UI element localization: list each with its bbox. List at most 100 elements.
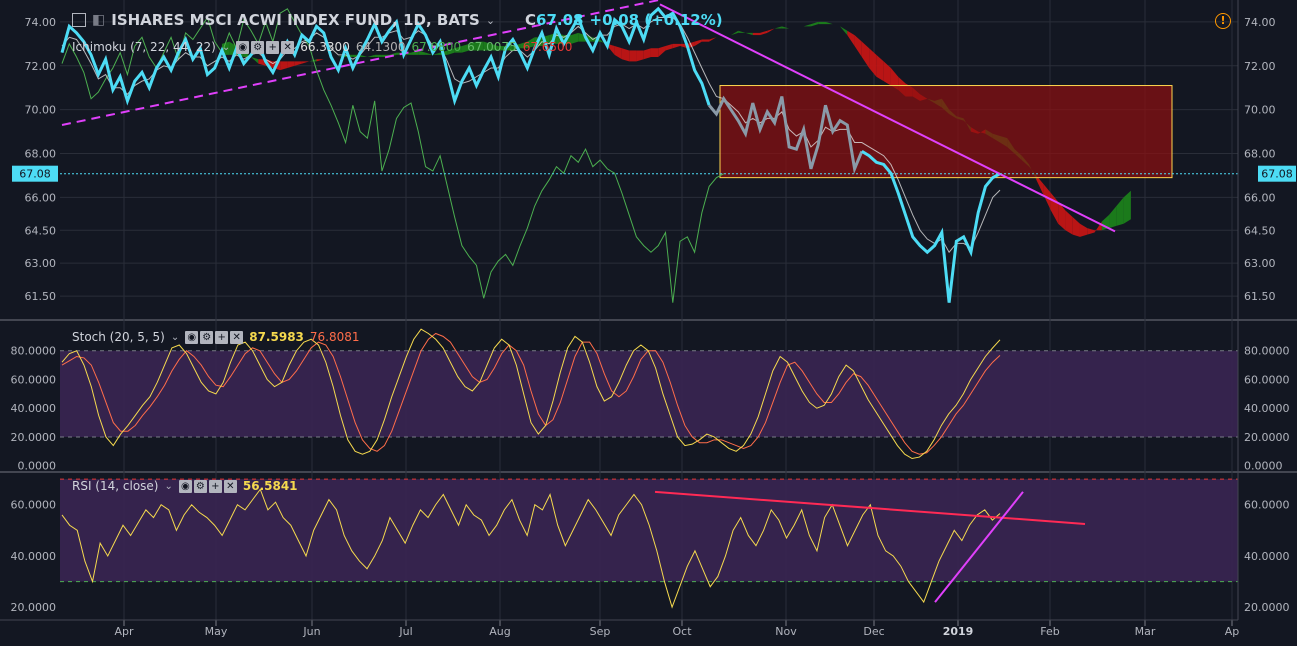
eye-icon[interactable]: ◉: [236, 40, 250, 54]
cloud-segment-bullish: [476, 41, 484, 51]
price-line: [60, 6, 711, 106]
cloud-segment-bearish: [1058, 201, 1066, 231]
close-icon[interactable]: ✕: [281, 40, 295, 54]
stoch-d-value: 76.8081: [309, 330, 360, 344]
rsi-label[interactable]: RSI (14, close): [72, 479, 159, 493]
cloud-segment-bullish: [570, 32, 579, 44]
plus-icon[interactable]: +: [266, 40, 280, 54]
ichimoku-value-4: 67.0075: [467, 40, 517, 54]
cloud-segment-bearish: [316, 59, 324, 62]
chevron-down-icon[interactable]: ⌄: [170, 331, 180, 343]
rsi-line: [61, 488, 1001, 609]
close-icon[interactable]: ✕: [230, 330, 244, 344]
chevron-down-icon[interactable]: ⌄: [485, 13, 496, 27]
symbol-flag-icon: ◧: [92, 12, 106, 28]
cloud-segment-bearish: [883, 61, 891, 86]
cloud-segment-bearish: [636, 50, 644, 62]
cloud-segment-bullish: [447, 48, 455, 55]
cloud-segment-bearish: [1036, 175, 1044, 196]
cloud-segment-bearish: [1094, 221, 1102, 233]
plus-icon[interactable]: +: [208, 479, 222, 493]
rsi-y-label-left: 40.0000: [11, 550, 57, 563]
y-tick-label-left: 61.50: [25, 290, 57, 303]
cloud-segment-bearish: [847, 30, 855, 47]
cloud-segment-bearish: [280, 61, 288, 71]
eye-icon[interactable]: ◉: [178, 479, 192, 493]
last-price-label-right: 67.08: [1261, 168, 1293, 181]
cloud-segment-bearish: [665, 43, 673, 51]
cloud-segment-bearish: [301, 61, 310, 64]
cloud-segment-bullish: [745, 32, 753, 36]
cloud-segment-bearish: [621, 48, 630, 62]
warning-icon[interactable]: !: [1215, 13, 1231, 29]
y-tick-label-left: 64.50: [25, 224, 57, 237]
stoch-k-line: [61, 328, 1001, 460]
last-price-tag-right: [1258, 165, 1296, 182]
gear-icon[interactable]: ⚙: [251, 40, 265, 54]
x-tick-label: Apr: [114, 625, 134, 638]
eye-icon[interactable]: ◉: [185, 330, 199, 344]
rsi-band: [60, 479, 1238, 582]
cloud-segment-bearish: [1079, 223, 1088, 237]
cloud-segment-bearish: [650, 48, 659, 58]
stoch-y-label-right: 0.0000: [1244, 460, 1283, 473]
rsi-y-label-right: 20.0000: [1244, 601, 1290, 614]
x-tick-label: Sep: [590, 625, 611, 638]
rsi-y-label-left: 20.0000: [11, 601, 57, 614]
plus-icon[interactable]: +: [215, 330, 229, 344]
cloud-segment-bearish: [1072, 217, 1080, 237]
cloud-segment-bullish: [483, 41, 492, 51]
x-tick-label: Aug: [489, 625, 510, 638]
cloud-segment-bullish: [1123, 190, 1131, 224]
cloud-segment-bearish: [607, 43, 615, 55]
cloud-segment-bullish: [418, 50, 426, 55]
cloud-segment-bearish: [1065, 210, 1073, 235]
cloud-segment-bullish: [730, 30, 739, 36]
chart-header: ◧ ISHARES MSCI ACWI INDEX FUND, 1D, BATS…: [72, 11, 723, 29]
y-tick-label-left: 72.00: [25, 60, 57, 73]
y-tick-label-left: 68.00: [25, 148, 57, 161]
cloud-segment-bullish: [781, 26, 790, 29]
cloud-segment-bearish: [760, 30, 768, 36]
rsi-y-label-left: 60.0000: [11, 499, 57, 512]
y-tick-label-left: 74.00: [25, 16, 57, 29]
stoch-y-label-right: 40.0000: [1244, 402, 1290, 415]
cloud-segment-bearish: [294, 61, 302, 66]
cloud-segment-bearish: [614, 46, 622, 60]
y-tick-label-right: 70.00: [1244, 104, 1276, 117]
ichimoku-label[interactable]: Ichimoku (7, 22, 44, 22): [72, 40, 216, 54]
chevron-down-icon[interactable]: ⌄: [221, 41, 231, 53]
cloud-segment-bearish: [643, 48, 651, 60]
collapse-toggle-icon[interactable]: [72, 13, 86, 27]
cloud-segment-bearish: [658, 46, 666, 58]
cloud-segment-bearish: [287, 61, 295, 68]
gear-icon[interactable]: ⚙: [200, 330, 214, 344]
stoch-label[interactable]: Stoch (20, 5, 5): [72, 330, 165, 344]
cloud-segment-bullish: [803, 24, 811, 27]
cloud-segment-bearish: [694, 39, 702, 47]
range-box: [719, 85, 1173, 179]
cloud-segment-bullish: [469, 41, 477, 51]
cloud-segment-bearish: [752, 32, 761, 36]
stoch-y-label-left: 0.0000: [18, 460, 57, 473]
cloud-segment-bullish: [360, 54, 368, 58]
ichimoku-value-2: 64.1300: [355, 40, 406, 54]
indicator-buttons: ◉ ⚙ + ✕: [185, 330, 244, 344]
y-tick-label-right: 66.00: [1244, 191, 1276, 204]
change-value: +0.08 (+0.12%): [589, 11, 723, 29]
close-icon[interactable]: ✕: [223, 479, 237, 493]
y-tick-label-left: 63.00: [25, 257, 57, 270]
cloud-segment-bullish: [367, 54, 375, 58]
gear-icon[interactable]: ⚙: [193, 479, 207, 493]
cloud-segment-bearish: [701, 39, 710, 42]
chevron-down-icon[interactable]: ⌄: [164, 480, 173, 492]
symbol-title[interactable]: ISHARES MSCI ACWI INDEX FUND, 1D, BATS: [111, 11, 480, 29]
cloud-segment-bearish: [629, 50, 637, 62]
cloud-segment-bearish: [869, 48, 877, 77]
indicator-buttons: ◉ ⚙ + ✕: [178, 479, 237, 493]
cloud-segment-bullish: [825, 21, 833, 25]
x-tick-label: 2019: [943, 625, 974, 638]
stoch-y-label-left: 20.0000: [11, 431, 57, 444]
cloud-segment-bullish: [818, 21, 826, 25]
